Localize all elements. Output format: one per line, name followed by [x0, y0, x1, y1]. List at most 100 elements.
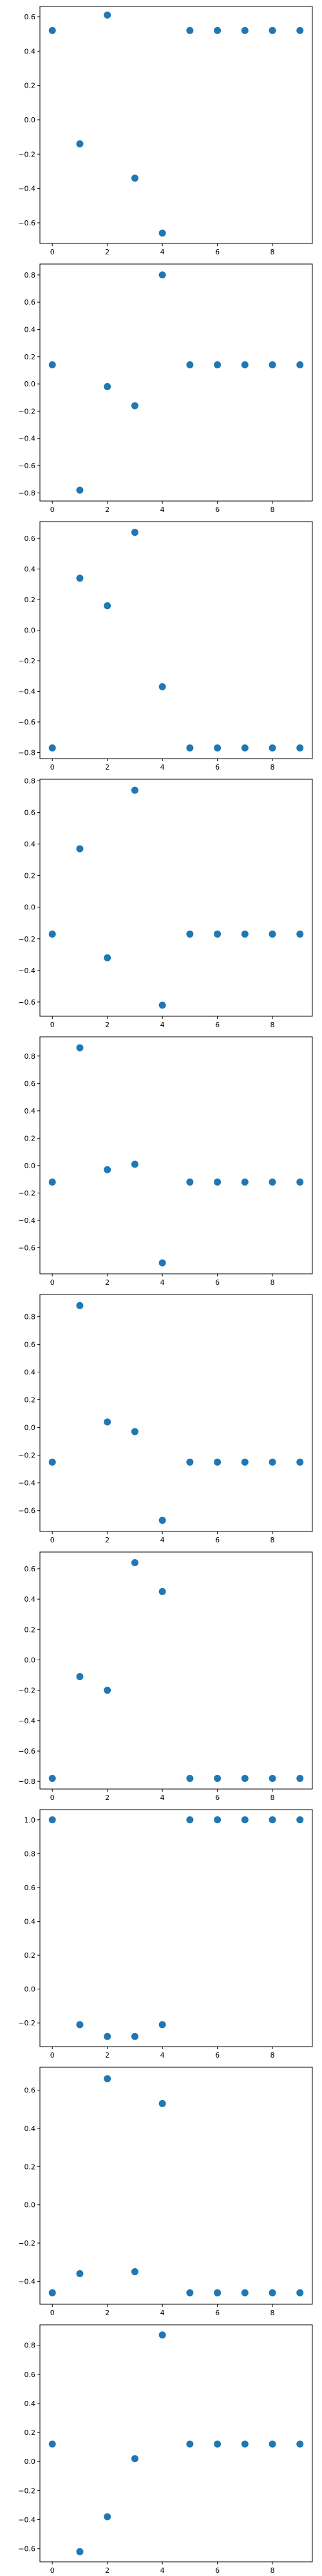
data-point	[131, 175, 138, 182]
data-point	[76, 2021, 84, 2029]
y-tick-label: −0.6	[18, 1507, 35, 1515]
data-point	[131, 786, 138, 794]
y-tick-label: −0.8	[18, 1777, 35, 1786]
x-tick-label: 0	[50, 506, 55, 514]
x-tick-label: 8	[270, 506, 275, 514]
x-tick-label: 2	[105, 506, 109, 514]
y-tick-label: −0.4	[18, 435, 35, 443]
y-tick-label: 0.0	[24, 627, 36, 635]
x-tick-label: 2	[105, 2309, 109, 2317]
x-tick-label: 6	[215, 1794, 220, 1802]
y-tick-label: −0.6	[18, 1747, 35, 1756]
x-tick-label: 8	[270, 1021, 275, 1029]
y-tick-label: 0.4	[24, 1917, 36, 1926]
y-tick-label: 0.8	[24, 777, 36, 785]
data-point	[186, 1816, 194, 1824]
x-tick-label: 0	[50, 763, 55, 772]
x-tick-label: 4	[160, 1021, 165, 1029]
y-tick-label: 0.0	[24, 904, 36, 912]
x-tick-label: 6	[215, 2051, 220, 2060]
y-tick-label: −0.2	[18, 1687, 35, 1695]
data-point	[269, 361, 276, 369]
x-tick-label: 6	[215, 2309, 220, 2317]
y-tick-label: 0.2	[24, 82, 36, 90]
data-point	[186, 1458, 194, 1466]
scatter-panel-1: 0 2 4 6 8 −0.6 −0.4 −0.2 0.0 0.2 0.4 0.6	[18, 6, 313, 256]
x-tick-label: 6	[215, 1278, 220, 1287]
data-point	[48, 1458, 56, 1466]
data-point	[104, 383, 111, 390]
x-tick-label: 0	[50, 2051, 55, 2060]
x-tick-label: 0	[50, 1021, 55, 1029]
data-point	[186, 930, 194, 938]
data-point	[158, 229, 166, 237]
data-point	[131, 402, 138, 410]
data-point	[186, 1774, 194, 1782]
data-point	[296, 2289, 304, 2297]
data-point	[214, 744, 222, 752]
scatter-panel-7: 0 2 4 6 8 −0.8 −0.6 −0.4 −0.2 0.0 0.2 0.4 0.6	[18, 1551, 313, 1802]
axes-frame	[39, 6, 313, 244]
data-point	[76, 1044, 84, 1052]
scatter-panel-8: 0 2 4 6 8 −0.2 0.0 0.2 0.4 0.6 0.8 1.0	[18, 1809, 313, 2060]
y-tick-label: −0.4	[18, 1217, 35, 1225]
x-tick-label: 4	[160, 1794, 165, 1802]
y-tick-label: −0.8	[18, 489, 35, 497]
scatter-panel-6: 0 2 4 6 8 −0.6 −0.4 −0.2 0.0 0.2 0.4 0.6 0.8	[18, 1294, 313, 1544]
data-point	[269, 26, 276, 34]
y-tick-label: −0.4	[18, 1717, 35, 1725]
data-point	[241, 1774, 249, 1782]
data-point	[158, 1001, 166, 1009]
data-point	[269, 1458, 276, 1466]
data-point	[76, 2548, 84, 2555]
axes-frame	[39, 1036, 313, 1274]
data-point	[241, 26, 249, 34]
y-tick-label: 0.4	[24, 1595, 36, 1604]
y-tick-label: 0.8	[24, 1850, 36, 1858]
x-tick-label: 4	[160, 2051, 165, 2060]
data-point	[296, 361, 304, 369]
data-point	[214, 1816, 222, 1824]
y-tick-label: 0.0	[24, 380, 36, 388]
data-point	[104, 954, 111, 961]
y-tick-label: −0.8	[18, 749, 35, 757]
x-tick-label: 6	[215, 1021, 220, 1029]
data-point	[104, 1687, 111, 1694]
data-point	[296, 744, 304, 752]
data-point	[296, 1816, 304, 1824]
y-tick-label: 0.2	[24, 1951, 36, 1960]
data-point	[76, 845, 84, 853]
x-tick-label: 2	[105, 1021, 109, 1029]
x-tick-label: 2	[105, 763, 109, 772]
x-tick-label: 4	[160, 2309, 165, 2317]
axes-frame	[39, 1551, 313, 1790]
data-point	[131, 2032, 138, 2040]
data-point	[131, 1559, 138, 1567]
y-tick-label: −0.6	[18, 462, 35, 470]
data-point	[269, 1178, 276, 1186]
y-tick-label: −0.2	[18, 2486, 35, 2495]
data-point	[214, 26, 222, 34]
data-point	[104, 2032, 111, 2040]
data-point	[241, 1458, 249, 1466]
data-point	[131, 1160, 138, 1168]
scatter-panel-3: 0 2 4 6 8 −0.8 −0.6 −0.4 −0.2 0.0 0.2 0.4 0.6	[18, 521, 313, 772]
data-point	[104, 2075, 111, 2083]
data-point	[186, 1178, 194, 1186]
y-tick-label: −0.2	[18, 935, 35, 943]
x-tick-label: 2	[105, 1794, 109, 1802]
axes-frame	[39, 263, 313, 502]
data-point	[214, 2440, 222, 2448]
x-tick-label: 8	[270, 2309, 275, 2317]
y-tick-label: −0.4	[18, 2277, 35, 2286]
y-tick-label: −0.2	[18, 407, 35, 415]
y-tick-label: −0.4	[18, 967, 35, 975]
axes-frame	[39, 1294, 313, 1532]
data-point	[76, 574, 84, 582]
y-tick-label: −0.2	[18, 1189, 35, 1197]
y-tick-label: −0.4	[18, 688, 35, 696]
data-point	[158, 2331, 166, 2339]
y-tick-label: 0.2	[24, 353, 36, 361]
data-point	[214, 1458, 222, 1466]
data-point	[104, 11, 111, 19]
